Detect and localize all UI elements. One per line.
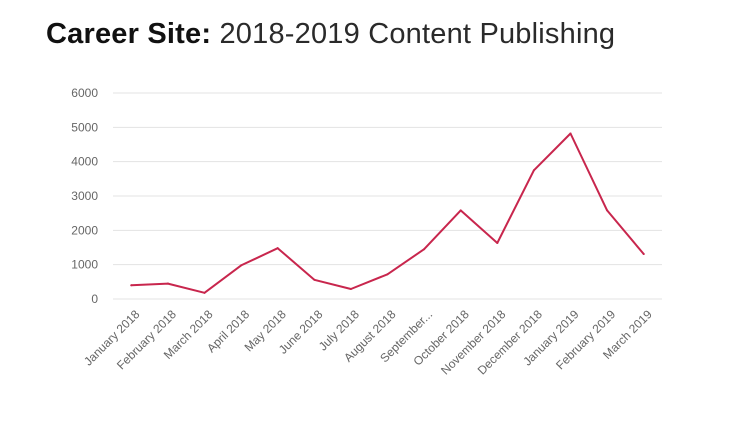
x-tick-label: November 2018 (438, 307, 509, 378)
data-point (569, 132, 572, 135)
data-point (349, 288, 352, 291)
x-tick-label: December 2018 (475, 307, 546, 378)
y-tick-label: 1000 (71, 258, 98, 272)
data-point (276, 247, 279, 250)
y-tick-label: 5000 (71, 120, 98, 134)
chart-title: Career Site: 2018-2019 Content Publishin… (46, 18, 615, 51)
data-point (386, 273, 389, 276)
y-tick-label: 0 (91, 292, 98, 306)
data-point (203, 291, 206, 294)
data-point (606, 209, 609, 212)
data-point (423, 248, 426, 251)
data-point (313, 278, 316, 281)
data-point (166, 282, 169, 285)
y-tick-label: 4000 (71, 155, 98, 169)
y-tick-label: 3000 (71, 189, 98, 203)
y-tick-label: 6000 (71, 86, 98, 100)
data-point (496, 242, 499, 245)
data-point (532, 169, 535, 172)
y-tick-label: 2000 (71, 223, 98, 237)
data-point (130, 284, 133, 287)
series-line (130, 132, 645, 294)
data-point (459, 209, 462, 212)
data-point (642, 253, 645, 256)
data-point (240, 264, 243, 267)
chart-title-bold: Career Site: (46, 18, 212, 50)
chart-title-light: 2018-2019 Content Publishing (219, 18, 616, 50)
